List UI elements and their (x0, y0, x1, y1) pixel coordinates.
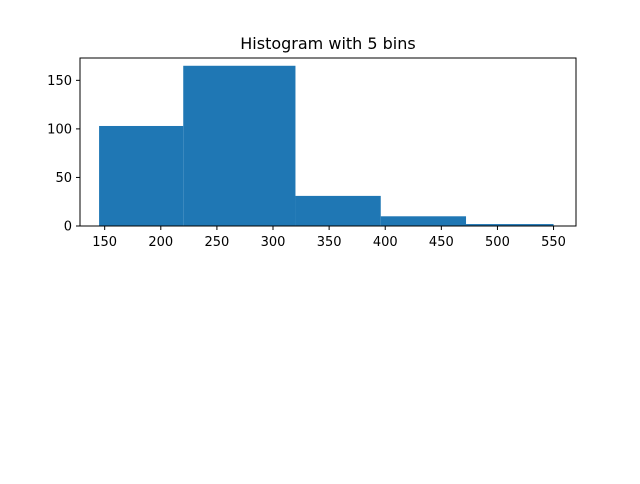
x-tick-label: 200 (148, 235, 173, 250)
x-tick-label: 300 (261, 235, 286, 250)
histogram-bar-3 (295, 195, 381, 226)
x-tick-label: 350 (317, 235, 342, 250)
y-tick-label: 0 (64, 220, 72, 235)
histogram-bar-4 (380, 216, 467, 226)
y-tick-label: 100 (47, 122, 72, 137)
histogram-bar-1 (99, 125, 184, 226)
chart-title: Histogram with 5 bins (240, 34, 415, 53)
y-axis-ticks: 0 50 100 150 (47, 74, 80, 235)
histogram-bar-5 (466, 224, 554, 226)
histogram-bar-2 (183, 65, 296, 226)
x-tick-label: 500 (485, 235, 510, 250)
y-tick-label: 150 (47, 74, 72, 89)
x-tick-label: 400 (373, 235, 398, 250)
y-tick-label: 50 (55, 171, 72, 186)
x-tick-label: 250 (204, 235, 229, 250)
axes-frame (79, 57, 577, 227)
x-tick-label: 150 (92, 235, 117, 250)
x-tick-label: 450 (429, 235, 454, 250)
bars-layer (99, 65, 554, 226)
x-tick-label: 550 (541, 235, 566, 250)
x-axis-ticks: 150 200 250 300 350 400 450 500 550 (92, 226, 566, 250)
